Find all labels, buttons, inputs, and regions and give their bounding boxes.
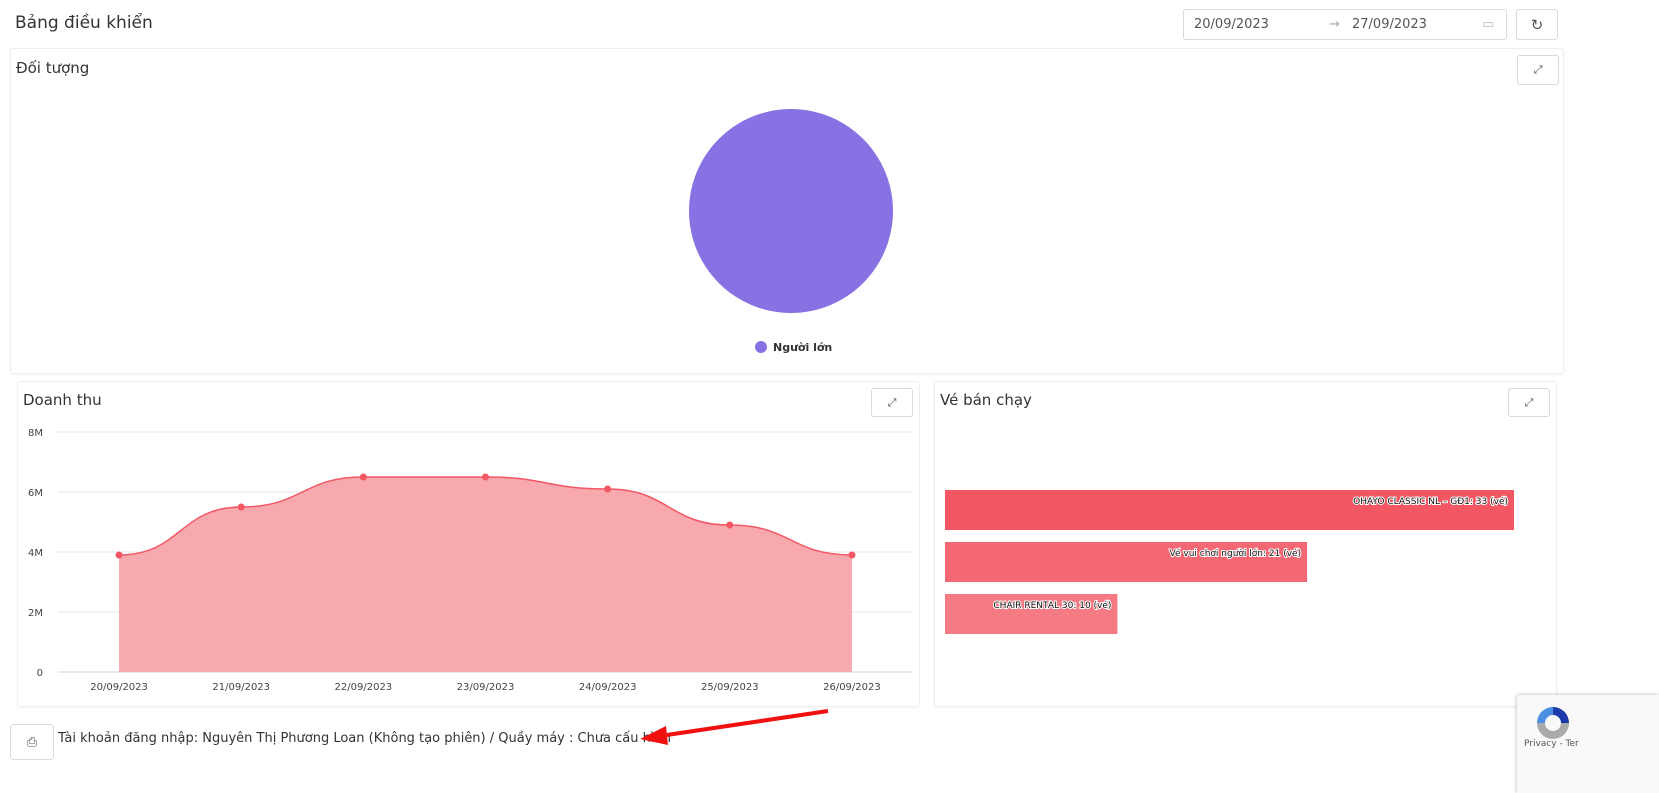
red-arrow-annotation — [640, 709, 829, 745]
date-start-input[interactable]: 20/09/2023 — [1194, 17, 1269, 32]
bar-label: Vé vui chơi người lớn: 21 (vé) — [1170, 548, 1302, 559]
bar-label: CHAIR RENTAL 30: 10 (vé) — [993, 600, 1111, 611]
x-tick-label: 20/09/2023 — [90, 682, 148, 693]
pie-chart: Người lớn — [689, 109, 893, 354]
revenue-area-chart: 0 2M 4M 6M 8M 20/09/2023 21/09/2023 22/09/2023 2… — [28, 428, 913, 693]
data-point — [726, 521, 734, 529]
card-title: Doanh thu — [23, 391, 102, 409]
y-tick-label: 8M — [28, 428, 43, 439]
data-point — [848, 551, 856, 559]
legend-label[interactable]: Người lớn — [773, 341, 832, 354]
range-arrow-icon: → — [1329, 17, 1340, 32]
recaptcha-links[interactable]: Privacy - Ter — [1524, 739, 1579, 749]
data-point — [237, 503, 245, 511]
bar — [945, 594, 1118, 634]
calendar-icon: ▭ — [1482, 17, 1495, 32]
bar-label: OHAYO CLASSIC NL – GĐ1: 33 (vé) — [1353, 496, 1508, 507]
expand-icon: ⤢ — [1533, 63, 1543, 76]
page-title: Bảng điều khiển — [15, 13, 153, 33]
y-tick-label: 2M — [28, 608, 43, 619]
refresh-button[interactable]: ↻ — [1516, 9, 1558, 40]
revenue-card: Doanh thu ⤢ 0 2M 4M 6M 8M 20/09/2023 21/09/202… — [17, 381, 920, 707]
card-title: Vé bán chạy — [940, 391, 1032, 409]
bar — [945, 490, 1514, 530]
x-tick-label: 23/09/2023 — [457, 682, 515, 693]
recaptcha-icon — [1537, 707, 1569, 739]
pie-slice[interactable] — [689, 109, 893, 313]
legend-marker — [755, 341, 767, 353]
printer-icon: ⎙ — [26, 734, 38, 750]
top-tickets-bar-chart: OHAYO CLASSIC NL – GĐ1: 33 (vé) Vé vui ch… — [945, 490, 1514, 634]
refresh-icon: ↻ — [1530, 15, 1544, 34]
top-tickets-card: Vé bán chạy ⤢ OHAYO CLASSIC NL – GĐ1: 33… — [934, 381, 1557, 707]
x-tick-label: 24/09/2023 — [579, 682, 637, 693]
x-tick-label: 22/09/2023 — [335, 682, 393, 693]
data-point — [604, 485, 612, 493]
area-fill — [119, 477, 852, 672]
recaptcha-badge[interactable]: Privacy - Ter — [1517, 695, 1659, 793]
date-range-picker[interactable]: 20/09/2023 → 27/09/2023 ▭ — [1183, 9, 1507, 40]
y-tick-label: 0 — [37, 668, 43, 679]
data-point — [359, 473, 367, 481]
bar — [945, 542, 1308, 582]
expand-button[interactable]: ⤢ — [871, 388, 913, 417]
x-tick-label: 26/09/2023 — [823, 682, 881, 693]
y-tick-label: 4M — [28, 548, 43, 559]
login-info: Tài khoản đăng nhập: Nguyên Thị Phương L… — [58, 731, 671, 746]
print-button[interactable]: ⎙ — [10, 724, 54, 760]
audience-card: Đối tượng ⤢ Người lớn — [10, 48, 1564, 374]
expand-button[interactable]: ⤢ — [1517, 55, 1559, 85]
expand-icon: ⤢ — [887, 395, 897, 409]
expand-icon: ⤢ — [1524, 395, 1534, 409]
x-tick-label: 25/09/2023 — [701, 682, 759, 693]
y-tick-label: 6M — [28, 488, 43, 499]
expand-button[interactable]: ⤢ — [1508, 388, 1550, 417]
date-end-input[interactable]: 27/09/2023 — [1352, 17, 1427, 32]
data-point — [115, 551, 123, 559]
card-title: Đối tượng — [16, 59, 90, 77]
x-tick-label: 21/09/2023 — [212, 682, 270, 693]
data-point — [482, 473, 489, 481]
